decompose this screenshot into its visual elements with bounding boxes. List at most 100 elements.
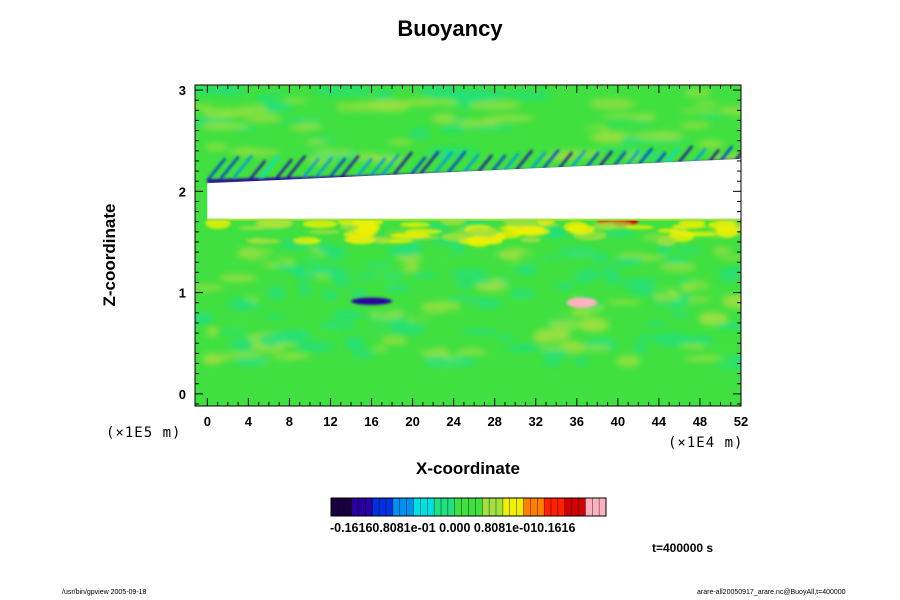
- y-tick-label: 2: [179, 184, 186, 199]
- field-cell: [352, 288, 367, 300]
- field-cell: [245, 143, 288, 151]
- field-cell: [313, 280, 331, 292]
- y-tick-label: 0: [179, 387, 186, 402]
- layer-patch: [345, 235, 376, 245]
- x-axis-label: X-coordinate: [416, 459, 520, 478]
- field-cell: [714, 97, 741, 107]
- field-cell: [586, 284, 616, 293]
- field-cell: [541, 155, 577, 162]
- colorbar-cell: [537, 498, 545, 516]
- field-cell: [333, 359, 367, 368]
- field-cell: [440, 357, 476, 368]
- colorbar-cell: [420, 498, 428, 516]
- field-cell: [607, 300, 641, 306]
- field-cell: [372, 346, 390, 351]
- field-cell: [294, 250, 321, 260]
- field-cell: [594, 148, 643, 153]
- field-cell: [558, 247, 598, 258]
- colorbar-cell: [468, 498, 476, 516]
- field-cell: [351, 349, 375, 359]
- x-tick-label: 20: [405, 414, 419, 429]
- y-axis-label: Z-coordinate: [100, 203, 119, 307]
- x-tick-label: 32: [529, 414, 543, 429]
- layer-patch: [405, 228, 443, 235]
- field-cell: [449, 269, 488, 279]
- field-cell: [259, 333, 283, 347]
- colorbar-cell: [564, 498, 572, 516]
- field-cell: [322, 289, 339, 301]
- blank-gap: [207, 158, 741, 220]
- field-cell: [387, 262, 410, 268]
- x-tick-label: 44: [652, 414, 667, 429]
- field-cell: [279, 122, 301, 128]
- colorbar-cell: [461, 498, 469, 516]
- field-cell: [286, 353, 303, 359]
- footer-command: /usr/bin/gpview 2005-09-18: [62, 589, 147, 596]
- field-cell: [536, 140, 582, 147]
- band-streak: [446, 150, 467, 175]
- field-cell: [687, 297, 712, 303]
- field-cell: [713, 246, 732, 254]
- field-cell: [612, 260, 641, 266]
- field-cell: [578, 317, 604, 332]
- field-cell: [708, 359, 736, 366]
- field-cell: [216, 86, 246, 96]
- field-cell: [413, 272, 438, 279]
- band-streak: [540, 148, 560, 173]
- plot-frame: [194, 84, 742, 407]
- colorbar-tick-label: 0.000: [435, 521, 474, 535]
- field-cell: [554, 282, 574, 291]
- field-cell: [344, 336, 365, 347]
- band-streak: [233, 154, 253, 179]
- field-cell: [510, 310, 525, 319]
- band-streak: [339, 154, 360, 179]
- field-cell: [515, 264, 537, 276]
- layer-patch: [516, 227, 550, 236]
- field-cell: [195, 135, 234, 148]
- field-cell: [616, 355, 640, 368]
- field-cell: [212, 322, 240, 332]
- field-cell: [317, 245, 340, 254]
- field-cell: [679, 121, 711, 129]
- colorbar-cell: [392, 498, 401, 516]
- field-cell: [446, 295, 476, 301]
- field-cell: [202, 122, 249, 130]
- field-cell: [408, 128, 430, 140]
- colorbar-cell: [351, 498, 359, 516]
- field-cell: [297, 281, 311, 296]
- layer-patch: [599, 221, 633, 230]
- x-tick-label: 4: [245, 414, 253, 429]
- field-cell: [589, 109, 614, 116]
- field-cell: [202, 354, 229, 363]
- field-cell: [340, 272, 367, 280]
- field-cell: [244, 288, 271, 300]
- colorbar-cell: [447, 498, 456, 516]
- field-cell: [722, 139, 741, 151]
- field-cell: [548, 319, 583, 330]
- field-cell: [661, 116, 683, 124]
- x-tick-label: 12: [323, 414, 337, 429]
- field-cell: [424, 355, 449, 368]
- field-cell: [334, 93, 363, 106]
- layer-patch: [339, 224, 360, 230]
- band-streak: [313, 156, 333, 181]
- field-cell: [678, 108, 719, 113]
- field-cell: [321, 304, 343, 309]
- field-cell: [300, 112, 349, 121]
- band-streak: [286, 154, 307, 179]
- time-label: t=400000 s: [652, 541, 714, 555]
- colorbar-cell: [413, 498, 421, 516]
- field-cell: [314, 254, 338, 268]
- colorbar-cell: [599, 498, 607, 516]
- field-cell: [701, 341, 740, 356]
- field-cell: [614, 256, 645, 262]
- field-cell: [679, 129, 702, 141]
- field-cell: [573, 357, 589, 366]
- colorbar-tick-label: 0.8081e-01: [473, 521, 538, 535]
- colorbar-cell: [496, 498, 504, 516]
- field-cell: [305, 139, 328, 145]
- field-cell: [509, 288, 534, 298]
- field-cell: [319, 320, 357, 330]
- field-cell: [277, 359, 293, 368]
- field-cell: [661, 299, 674, 306]
